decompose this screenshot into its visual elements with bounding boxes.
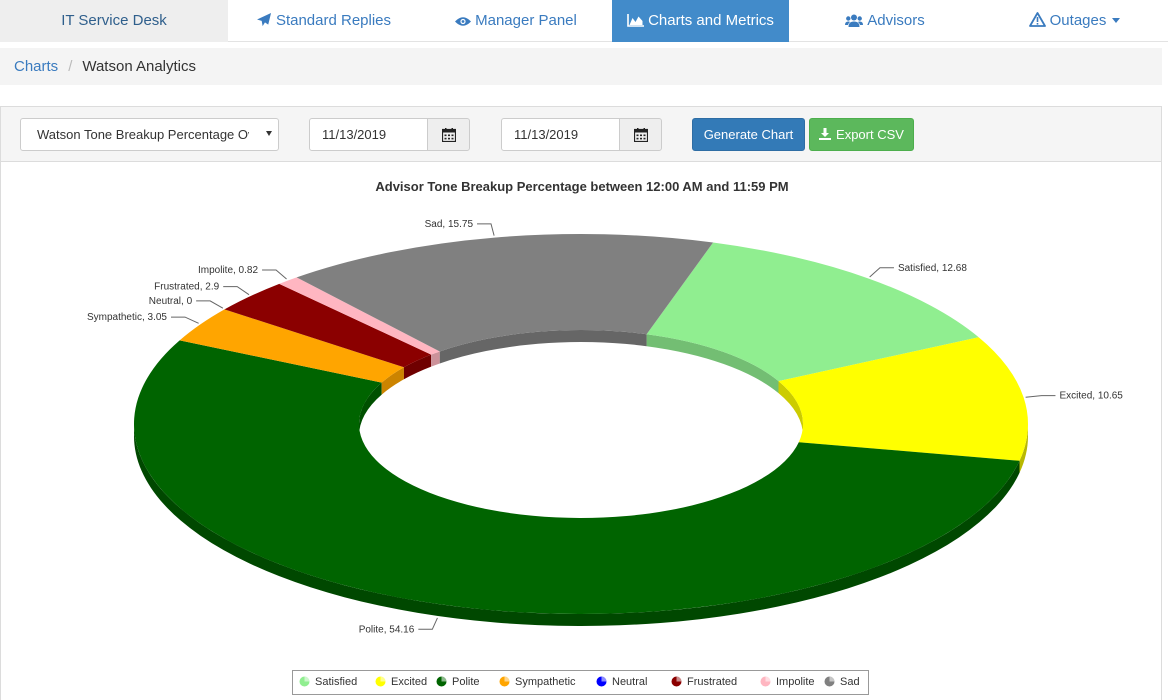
chart-sides: [134, 330, 1028, 626]
chevron-down-icon: [1112, 18, 1121, 23]
data-label-sad: Sad, 15.75: [425, 219, 474, 230]
pie-icon: [760, 676, 771, 687]
download-icon: [819, 127, 836, 142]
slice-sad[interactable]: [296, 233, 714, 352]
nav-charts-and-metrics-label: Charts and Metrics: [648, 12, 774, 29]
area-chart-icon: [627, 12, 648, 29]
connector-frustrated: [223, 286, 250, 296]
slice-polite[interactable]: [133, 340, 1020, 615]
legend-item-polite[interactable]: Polite: [436, 671, 480, 694]
legend-label: Sad: [840, 676, 860, 688]
nav-outages-dropdown[interactable]: Outages: [981, 0, 1168, 42]
nav-standard-replies-label: Standard Replies: [275, 12, 392, 29]
eye-icon: [455, 12, 475, 29]
chart-slices: [133, 233, 1028, 615]
chart-title: Advisor Tone Breakup Percentage between …: [375, 179, 789, 194]
nav-manager-panel[interactable]: Manager Panel: [420, 0, 612, 42]
breadcrumb-charts-link[interactable]: Charts: [14, 58, 59, 75]
pie-icon: [299, 676, 310, 687]
legend-label: Frustrated: [687, 676, 738, 688]
breadcrumb-separator: /: [68, 58, 73, 75]
legend-label: Impolite: [776, 676, 815, 688]
chart-panel: Watson Tone Breakup Percentage Ov 11/13/…: [0, 106, 1162, 700]
legend-label: Satisfied: [315, 676, 358, 688]
slice-inner-wall-frustrated: [403, 354, 432, 380]
pie-icon: [375, 676, 386, 687]
end-date-picker-button[interactable]: [619, 118, 662, 151]
pie-icon: [596, 676, 607, 687]
legend-item-neutral[interactable]: Neutral: [596, 671, 647, 694]
legend-item-excited[interactable]: Excited: [375, 671, 427, 694]
chart-toolbar: Watson Tone Breakup Percentage Ov 11/13/…: [1, 107, 1161, 162]
report-type-select[interactable]: Watson Tone Breakup Percentage Ov: [20, 118, 279, 151]
select-caret-icon: [266, 131, 272, 136]
generate-chart-button[interactable]: Generate Chart: [692, 118, 805, 151]
slice-frustrated[interactable]: [224, 283, 432, 368]
export-csv-button[interactable]: Export CSV: [809, 118, 914, 151]
chart-data-labels: Satisfied, 12.68 Excited, 10.65 Polite, 54…: [87, 219, 1123, 635]
data-label-satisfied: Satisfied, 12.68: [898, 263, 967, 274]
connector-impolite: [262, 269, 287, 280]
start-date-picker-button[interactable]: [427, 118, 470, 151]
breadcrumb-current: Watson Analytics: [82, 58, 197, 75]
slice-inner-wall-sympathetic: [381, 367, 404, 395]
connector-excited: [1025, 395, 1056, 398]
slice-inner-wall-polite: [359, 382, 382, 436]
legend-item-frustrated[interactable]: Frustrated: [671, 671, 737, 694]
nav-advisors[interactable]: Advisors: [789, 0, 981, 42]
data-label-impolite: Impolite, 0.82: [198, 265, 258, 276]
data-label-polite: Polite, 54.16: [359, 624, 415, 635]
paper-plane-icon: [256, 12, 276, 29]
legend-label: Polite: [452, 676, 480, 688]
top-navbar: IT Service Desk Standard Replies Manager…: [0, 0, 1168, 42]
nav-standard-replies[interactable]: Standard Replies: [228, 0, 420, 42]
data-label-excited: Excited, 10.65: [1059, 391, 1123, 402]
legend-label: Excited: [391, 676, 428, 688]
connector-polite: [418, 617, 438, 630]
connector-satisfied: [869, 267, 894, 278]
legend-item-satisfied[interactable]: Satisfied: [299, 671, 357, 694]
legend-item-sympathetic[interactable]: Sympathetic: [499, 671, 576, 694]
pie-icon: [499, 676, 510, 687]
slice-sympathetic[interactable]: [179, 309, 404, 383]
pie-icon: [671, 676, 682, 687]
connector-neutral: [196, 300, 224, 309]
slice-excited[interactable]: [778, 337, 1028, 461]
legend-item-sad[interactable]: Sad: [824, 671, 860, 694]
legend-label: Sympathetic: [515, 676, 576, 688]
export-csv-label: Export CSV: [836, 127, 904, 142]
warning-triangle-icon: [1028, 12, 1050, 29]
slice-inner-wall-impolite: [431, 351, 440, 367]
slice-impolite[interactable]: [279, 277, 440, 355]
report-type-value: Watson Tone Breakup Percentage Ov: [37, 127, 249, 142]
start-date-input[interactable]: 11/13/2019: [309, 118, 428, 151]
data-label-frustrated: Frustrated, 2.9: [154, 282, 219, 293]
connector-sad: [477, 223, 495, 236]
slice-satisfied[interactable]: [646, 242, 979, 382]
pie-icon: [436, 676, 447, 687]
nav-advisors-label: Advisors: [867, 12, 925, 29]
slice-inner-wall-sad: [439, 330, 647, 364]
data-label-neutral: Neutral, 0: [149, 296, 193, 307]
chart-legend: Satisfied Excited Polite Sympathetic Neutral…: [292, 670, 869, 695]
slice-side-excited: [1019, 424, 1028, 473]
nav-outages-label: Outages: [1049, 12, 1107, 29]
data-label-sympathetic: Sympathetic, 3.05: [87, 312, 167, 323]
slice-inner-wall-satisfied: [646, 334, 779, 394]
brand-title[interactable]: IT Service Desk: [0, 0, 228, 42]
nav-manager-panel-label: Manager Panel: [475, 12, 577, 29]
legend-label: Neutral: [612, 676, 648, 688]
slice-inner-wall-excited: [778, 381, 803, 436]
pie-icon: [824, 676, 835, 687]
breadcrumb: Charts / Watson Analytics: [0, 48, 1162, 85]
connector-sympathetic: [171, 316, 199, 324]
nav-charts-and-metrics[interactable]: Charts and Metrics: [612, 0, 789, 42]
legend-item-impolite[interactable]: Impolite: [760, 671, 815, 694]
users-icon: [845, 12, 867, 29]
